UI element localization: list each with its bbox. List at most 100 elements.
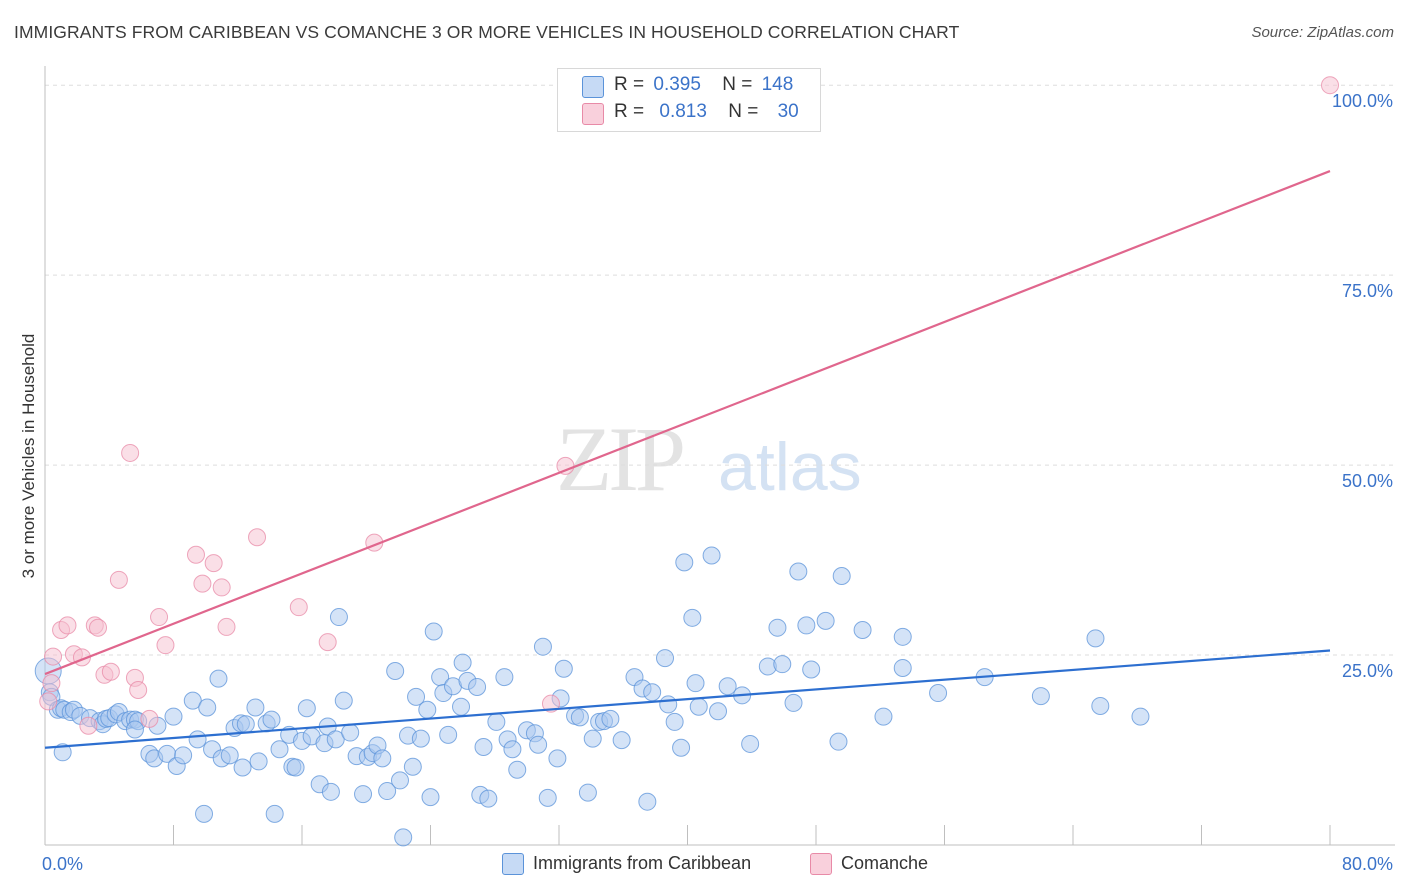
comanche-point [42, 674, 61, 693]
r-value: 0.813 [659, 101, 707, 122]
n-label: N = [722, 74, 753, 95]
caribbean-point [246, 698, 265, 717]
caribbean-point [1031, 687, 1050, 706]
caribbean-point [665, 712, 684, 731]
caribbean-point [929, 684, 948, 703]
caribbean-point [262, 710, 281, 729]
caribbean-point [386, 662, 405, 681]
caribbean-point [195, 804, 214, 823]
caribbean-point [453, 653, 472, 672]
caribbean-point [334, 691, 353, 710]
comanche-point [44, 647, 63, 666]
caribbean-point [672, 738, 691, 757]
caribbean-point [418, 700, 437, 719]
caribbean-point [893, 627, 912, 646]
r-label: R = [614, 101, 645, 122]
caribbean-point [233, 758, 252, 777]
caribbean-point [683, 608, 702, 627]
caribbean-point [164, 707, 183, 726]
caribbean-point [407, 687, 426, 706]
caribbean-point [503, 740, 522, 759]
comanche-point [212, 578, 231, 597]
watermark-atlas: atlas [718, 429, 862, 505]
comanche-point [193, 574, 212, 593]
x-tick-label: 80.0% [1342, 854, 1393, 874]
caribbean-point [321, 782, 340, 801]
caribbean-point [638, 792, 657, 811]
comanche-trend-line [44, 170, 1331, 676]
comanche-point [89, 618, 108, 637]
caribbean-point [718, 677, 737, 696]
caribbean-point [270, 740, 289, 759]
comanche-point [156, 636, 175, 655]
x-tick-label: 0.0% [42, 854, 83, 874]
comanche-point [318, 633, 337, 652]
caribbean-point [424, 622, 443, 641]
y-tick-label: 100.0% [1332, 91, 1393, 111]
comanche-point [39, 692, 58, 711]
caribbean-point [174, 746, 193, 765]
n-label: N = [728, 101, 759, 122]
caribbean-point [411, 729, 430, 748]
caribbean-point [390, 771, 409, 790]
caribbean-point [209, 669, 228, 688]
caribbean-point [741, 734, 760, 753]
r-label: R = [614, 74, 645, 95]
legend-label: Comanche [841, 853, 929, 873]
caribbean-point [1086, 629, 1105, 648]
caribbean-point [125, 720, 144, 739]
caribbean-point [452, 697, 471, 716]
r-value: 0.395 [653, 74, 701, 95]
caribbean-point [773, 655, 792, 674]
caribbean-point [583, 729, 602, 748]
caribbean-point [1091, 696, 1110, 715]
caribbean-point [297, 699, 316, 718]
caribbean-point [874, 707, 893, 726]
caribbean-point [853, 620, 872, 639]
caribbean-point [643, 683, 662, 702]
y-tick-label: 50.0% [1342, 471, 1393, 491]
comanche-point [1321, 76, 1339, 95]
comanche-point [58, 616, 77, 635]
comanche-legend-swatch [810, 853, 832, 875]
caribbean-point [495, 668, 514, 687]
caribbean-point [373, 749, 392, 768]
caribbean-point [554, 659, 573, 678]
comanche-point [140, 709, 159, 728]
caribbean-point [286, 758, 305, 777]
caribbean-point [675, 553, 694, 572]
caribbean-point [578, 783, 597, 802]
n-value: 148 [761, 74, 794, 95]
caribbean-point [479, 789, 498, 808]
caribbean-point [394, 828, 413, 847]
caribbean-point [329, 608, 348, 627]
caribbean-swatch [582, 76, 604, 98]
caribbean-point [832, 567, 851, 586]
comanche-point [129, 681, 148, 699]
caribbean-point [797, 616, 816, 635]
caribbean-point [403, 757, 422, 776]
caribbean-point [802, 660, 821, 679]
comanche-point [79, 716, 98, 735]
caribbean-point [326, 730, 345, 749]
comanche-point [217, 617, 236, 636]
caribbean-point [702, 546, 721, 565]
caribbean-point [53, 743, 72, 762]
caribbean-point [220, 746, 239, 765]
caribbean-trend-line [44, 649, 1331, 749]
caribbean-point [487, 712, 506, 731]
comanche-point [248, 528, 267, 547]
comanche-point [289, 598, 308, 617]
caribbean-point [538, 788, 557, 807]
caribbean-point [548, 749, 567, 768]
caribbean-point [378, 782, 397, 801]
watermark-zip: ZIP [556, 408, 683, 510]
caribbean-point [354, 785, 373, 804]
y-tick-label: 75.0% [1342, 281, 1393, 301]
caribbean-point [188, 730, 207, 749]
comanche-point [541, 694, 560, 713]
y-tick-label: 25.0% [1342, 661, 1393, 681]
caribbean-point [198, 698, 217, 717]
correlation-legend: R = 0.395 N = 148 R = 0.813 N = 30 [557, 68, 821, 132]
